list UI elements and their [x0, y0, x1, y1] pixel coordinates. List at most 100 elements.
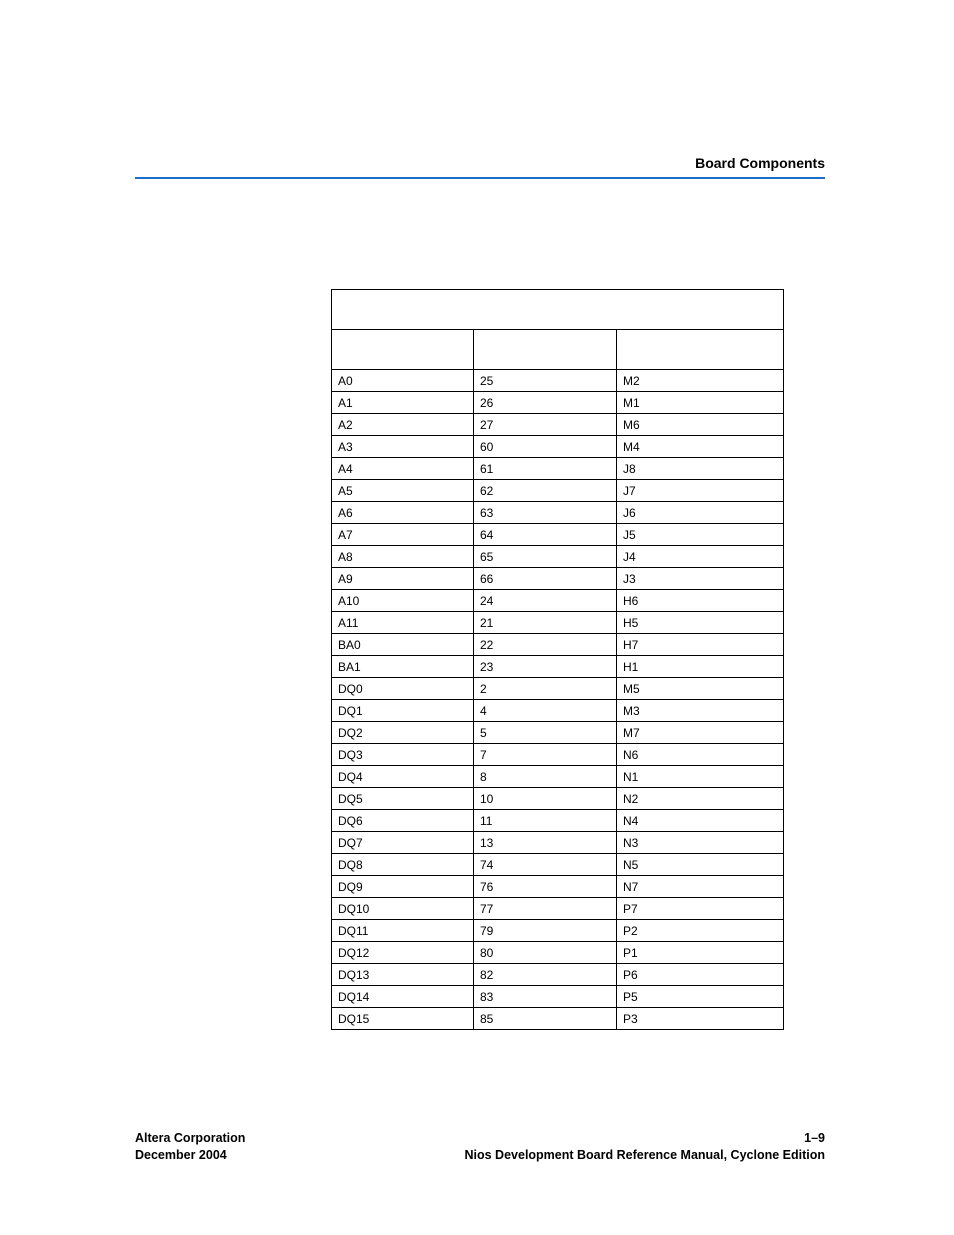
- table-cell: A7: [332, 524, 474, 546]
- table-cell: A4: [332, 458, 474, 480]
- table-row: A865J4: [332, 546, 784, 568]
- table-cell: N7: [617, 876, 784, 898]
- table-cell: DQ0: [332, 678, 474, 700]
- table-cell: P3: [617, 1008, 784, 1030]
- table-row: A966J3: [332, 568, 784, 590]
- table-cell: 76: [474, 876, 617, 898]
- table-row: A1024H6: [332, 590, 784, 612]
- table-cell: 63: [474, 502, 617, 524]
- table-row: DQ1077P7: [332, 898, 784, 920]
- table-cell: DQ5: [332, 788, 474, 810]
- table-cell: A0: [332, 370, 474, 392]
- table-cell: DQ3: [332, 744, 474, 766]
- table-cell: N1: [617, 766, 784, 788]
- table-row: A764J5: [332, 524, 784, 546]
- table-row: DQ02M5: [332, 678, 784, 700]
- table-cell: A3: [332, 436, 474, 458]
- table-col-header-1: [332, 330, 474, 370]
- table-row: DQ1280P1: [332, 942, 784, 964]
- table-cell: DQ7: [332, 832, 474, 854]
- table-cell: 11: [474, 810, 617, 832]
- table-row: A562J7: [332, 480, 784, 502]
- table-cell: DQ13: [332, 964, 474, 986]
- table-cell: J6: [617, 502, 784, 524]
- table-cell: H1: [617, 656, 784, 678]
- table-cell: DQ8: [332, 854, 474, 876]
- table-cell: P7: [617, 898, 784, 920]
- table-cell: J5: [617, 524, 784, 546]
- pin-table-container: A025M2A126M1A227M6A360M4A461J8A562J7A663…: [331, 289, 783, 1030]
- table-cell: 23: [474, 656, 617, 678]
- table-cell: 25: [474, 370, 617, 392]
- table-row: DQ37N6: [332, 744, 784, 766]
- table-cell: M4: [617, 436, 784, 458]
- table-cell: 24: [474, 590, 617, 612]
- table-cell: J3: [617, 568, 784, 590]
- table-cell: M2: [617, 370, 784, 392]
- table-row: A025M2: [332, 370, 784, 392]
- table-row: DQ976N7: [332, 876, 784, 898]
- table-cell: 64: [474, 524, 617, 546]
- table-cell: 65: [474, 546, 617, 568]
- table-cell: M3: [617, 700, 784, 722]
- page-footer: Altera Corporation December 2004 1–9 Nio…: [135, 1130, 825, 1164]
- table-cell: 62: [474, 480, 617, 502]
- table-cell: 83: [474, 986, 617, 1008]
- table-row: DQ25M7: [332, 722, 784, 744]
- table-row: A461J8: [332, 458, 784, 480]
- table-cell: M5: [617, 678, 784, 700]
- table-cell: A1: [332, 392, 474, 414]
- table-row: A663J6: [332, 502, 784, 524]
- table-cell: J8: [617, 458, 784, 480]
- table-cell: A8: [332, 546, 474, 568]
- table-row: DQ1382P6: [332, 964, 784, 986]
- table-header-row-1: [332, 290, 784, 330]
- table-row: DQ611N4: [332, 810, 784, 832]
- table-cell: P6: [617, 964, 784, 986]
- footer-date: December 2004: [135, 1148, 227, 1162]
- table-cell: DQ6: [332, 810, 474, 832]
- table-cell: 85: [474, 1008, 617, 1030]
- table-cell: J4: [617, 546, 784, 568]
- table-cell: A2: [332, 414, 474, 436]
- table-cell: 60: [474, 436, 617, 458]
- table-cell: P1: [617, 942, 784, 964]
- pin-table: A025M2A126M1A227M6A360M4A461J8A562J7A663…: [331, 289, 784, 1030]
- table-row: DQ1483P5: [332, 986, 784, 1008]
- footer-manual-title: Nios Development Board Reference Manual,…: [465, 1148, 826, 1162]
- table-cell: H6: [617, 590, 784, 612]
- table-cell: 4: [474, 700, 617, 722]
- table-row: DQ874N5: [332, 854, 784, 876]
- table-cell: 66: [474, 568, 617, 590]
- table-cell: DQ1: [332, 700, 474, 722]
- footer-company: Altera Corporation: [135, 1131, 245, 1145]
- table-row: A360M4: [332, 436, 784, 458]
- table-cell: 2: [474, 678, 617, 700]
- table-cell: 27: [474, 414, 617, 436]
- table-cell: 80: [474, 942, 617, 964]
- table-cell: N2: [617, 788, 784, 810]
- table-cell: 77: [474, 898, 617, 920]
- table-cell: A9: [332, 568, 474, 590]
- table-cell: 21: [474, 612, 617, 634]
- table-cell: 82: [474, 964, 617, 986]
- table-title-cell: [332, 290, 784, 330]
- table-cell: H5: [617, 612, 784, 634]
- table-col-header-2: [474, 330, 617, 370]
- table-row: DQ510N2: [332, 788, 784, 810]
- table-cell: M1: [617, 392, 784, 414]
- table-cell: BA0: [332, 634, 474, 656]
- section-heading: Board Components: [135, 155, 825, 177]
- table-cell: DQ10: [332, 898, 474, 920]
- table-row: A1121H5: [332, 612, 784, 634]
- table-cell: 61: [474, 458, 617, 480]
- table-cell: DQ12: [332, 942, 474, 964]
- table-cell: A5: [332, 480, 474, 502]
- table-cell: 10: [474, 788, 617, 810]
- table-cell: A6: [332, 502, 474, 524]
- table-body: A025M2A126M1A227M6A360M4A461J8A562J7A663…: [332, 370, 784, 1030]
- table-cell: J7: [617, 480, 784, 502]
- table-row: DQ48N1: [332, 766, 784, 788]
- table-cell: 13: [474, 832, 617, 854]
- table-cell: DQ9: [332, 876, 474, 898]
